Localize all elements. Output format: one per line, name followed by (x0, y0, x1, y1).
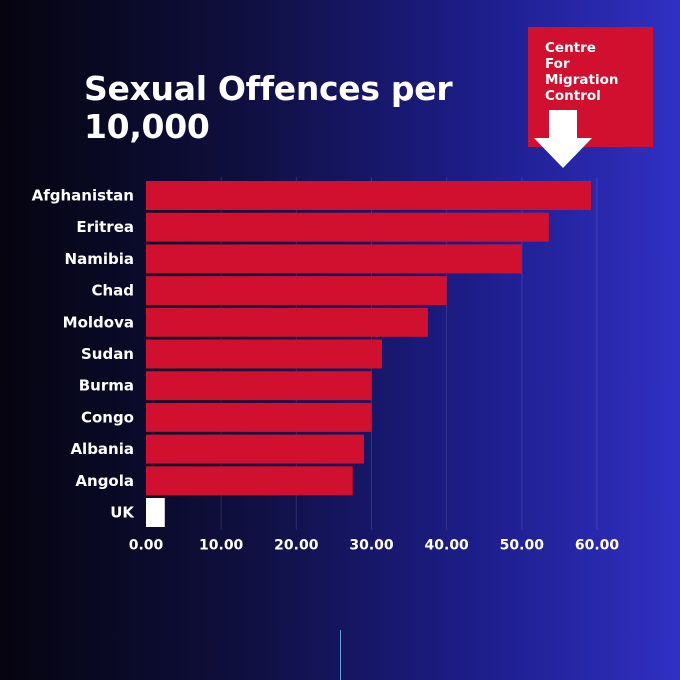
category-label: Albania (70, 440, 134, 458)
x-tick-label: 30.00 (349, 538, 394, 554)
badge-line-2: For (545, 56, 570, 72)
organisation-badge: Centre For Migration Control (528, 27, 653, 147)
bar (146, 498, 165, 527)
bar (146, 276, 447, 306)
bar (146, 339, 383, 369)
badge-line-3: Migration (545, 72, 619, 88)
down-arrow-icon (534, 110, 592, 168)
category-label: Angola (75, 472, 134, 490)
category-label: Burma (79, 377, 134, 395)
category-label: UK (110, 504, 135, 522)
badge-line-1: Centre (545, 40, 596, 56)
footer-divider (340, 630, 341, 680)
bar (146, 434, 364, 464)
bar (146, 371, 372, 401)
bar (146, 402, 372, 432)
bar (146, 212, 549, 242)
x-tick-label: 40.00 (425, 538, 470, 554)
category-label: Congo (81, 408, 134, 426)
x-tick-label: 60.00 (575, 538, 620, 554)
chart-title: Sexual Offences per 10,000 (84, 69, 453, 146)
bar (146, 307, 428, 337)
badge-line-4: Control (545, 88, 601, 104)
bar (146, 466, 353, 496)
x-tick-label: 0.00 (129, 538, 164, 554)
x-tick-label: 10.00 (199, 538, 244, 554)
category-label: Sudan (81, 345, 134, 363)
category-label: Namibia (65, 250, 134, 268)
category-label: Eritrea (76, 218, 134, 236)
x-tick-label: 20.00 (274, 538, 319, 554)
bar (146, 244, 522, 274)
x-tick-label: 50.00 (500, 538, 545, 554)
category-label: Chad (91, 282, 134, 300)
category-label: Moldova (63, 313, 134, 331)
category-label: Afghanistan (32, 187, 134, 205)
bar (146, 181, 591, 210)
